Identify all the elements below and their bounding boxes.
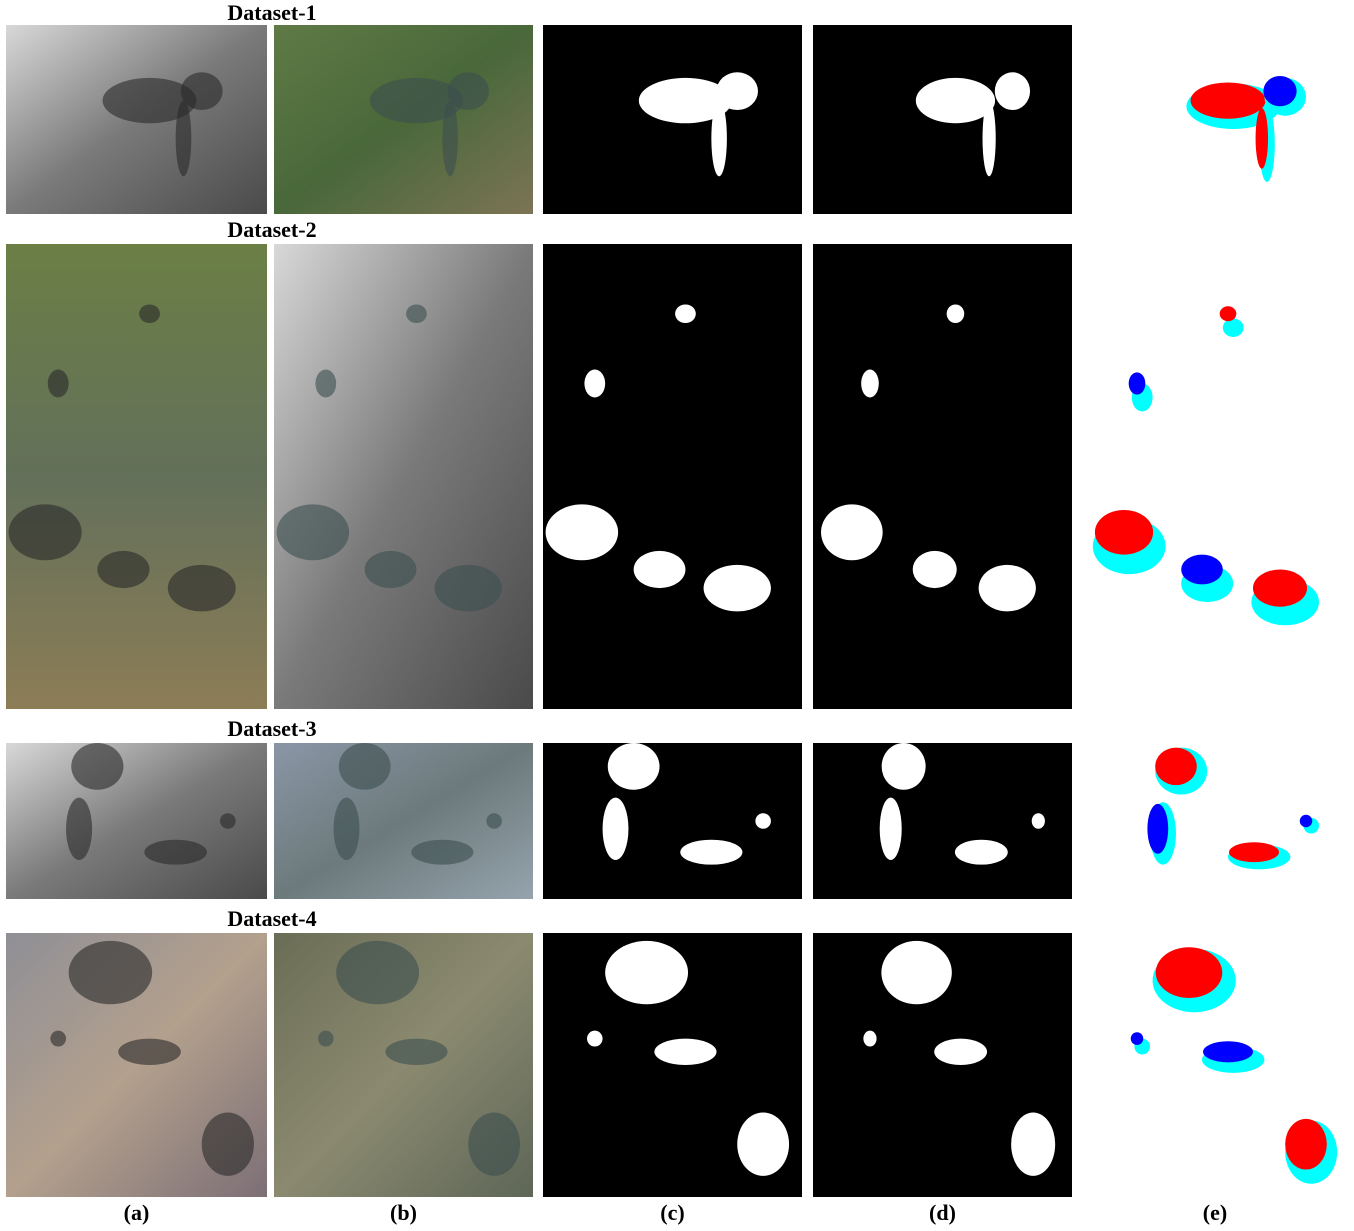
image-feature <box>334 798 360 860</box>
change-region <box>881 941 951 1004</box>
detected-region <box>1220 306 1237 321</box>
change-map <box>813 244 1072 709</box>
change-region <box>863 1031 876 1047</box>
change-region <box>947 304 965 323</box>
image-feature <box>71 743 123 790</box>
dataset-label: Dataset-1 <box>227 0 316 25</box>
change-region <box>608 743 660 790</box>
change-region <box>934 1039 987 1065</box>
change-region <box>916 78 995 123</box>
change-region <box>821 504 883 560</box>
image-feature <box>139 304 160 323</box>
detected-region <box>1095 510 1153 555</box>
image-feature <box>411 840 473 865</box>
change-region <box>717 72 758 110</box>
detected-region <box>1131 1032 1143 1045</box>
column-label: (d) <box>929 1200 956 1225</box>
detected-region <box>1203 1041 1253 1062</box>
dataset-label: Dataset-3 <box>227 716 316 741</box>
image-feature <box>69 941 153 1004</box>
change-region <box>654 1039 716 1065</box>
change-region <box>913 551 957 588</box>
image-feature <box>486 813 502 829</box>
change-region <box>546 504 619 560</box>
image-feature <box>97 551 149 588</box>
panels: Dataset-1 Dataset-2 Dataset-3 Dataset-4 (a) (… <box>6 0 1345 1225</box>
image-feature <box>406 304 427 323</box>
image-feature <box>468 1113 520 1176</box>
change-region <box>979 565 1036 612</box>
image-feature <box>176 101 192 177</box>
image-feature <box>435 565 502 612</box>
image-feature <box>181 72 223 110</box>
detected-region <box>1155 748 1197 785</box>
image-feature <box>336 941 419 1004</box>
image-feature <box>277 504 350 560</box>
change-region <box>861 370 879 398</box>
change-region <box>1011 1113 1055 1176</box>
change-region <box>587 1031 603 1047</box>
error-map <box>1085 244 1345 709</box>
change-region <box>680 840 742 865</box>
image-feature <box>118 1039 181 1065</box>
detected-region <box>1191 82 1266 118</box>
image-feature <box>144 840 207 865</box>
detected-region <box>1181 555 1223 585</box>
change-map <box>543 244 802 709</box>
image-feature <box>9 504 82 560</box>
image-feature <box>202 1113 254 1176</box>
change-region <box>704 565 771 612</box>
change-region <box>1032 813 1045 829</box>
image-feature <box>385 1039 447 1065</box>
change-region <box>603 798 629 860</box>
image-feature <box>339 743 391 790</box>
figure: Dataset-1 Dataset-2 Dataset-3 Dataset-4 (a) (… <box>0 0 1354 1231</box>
image-feature <box>448 72 489 110</box>
change-region <box>882 743 926 790</box>
input-image <box>274 244 533 709</box>
image-feature <box>365 551 417 588</box>
dataset-label: Dataset-2 <box>227 217 316 242</box>
detected-region <box>1229 842 1279 862</box>
change-region <box>755 813 771 829</box>
detected-region <box>1263 76 1296 106</box>
change-region <box>634 551 686 588</box>
column-label: (b) <box>390 1200 417 1225</box>
column-label: (c) <box>660 1200 684 1225</box>
image-feature <box>442 101 458 177</box>
change-region <box>584 370 605 398</box>
input-image <box>6 244 267 709</box>
column-label: (e) <box>1203 1200 1227 1225</box>
image-feature <box>168 565 236 612</box>
detected-region <box>1156 947 1223 998</box>
change-region <box>880 798 902 860</box>
dataset-label: Dataset-4 <box>227 906 316 931</box>
image-feature <box>315 370 336 398</box>
change-region <box>605 941 688 1004</box>
change-region <box>983 101 996 177</box>
detected-region <box>1256 108 1268 168</box>
detected-region <box>1300 815 1312 827</box>
image-feature <box>48 370 69 398</box>
change-region <box>737 1113 789 1176</box>
detected-region <box>1253 570 1307 607</box>
image-feature <box>50 1031 66 1047</box>
change-region <box>711 101 727 177</box>
detected-region <box>1285 1119 1327 1170</box>
image-feature <box>220 813 236 829</box>
change-region <box>675 304 696 323</box>
image-feature <box>318 1031 334 1047</box>
change-region <box>995 72 1030 110</box>
change-region <box>955 840 1008 865</box>
image-feature <box>66 798 92 860</box>
missed-region <box>1223 318 1244 337</box>
detected-region <box>1129 372 1146 394</box>
detected-region <box>1147 804 1168 854</box>
column-label: (a) <box>124 1200 150 1225</box>
